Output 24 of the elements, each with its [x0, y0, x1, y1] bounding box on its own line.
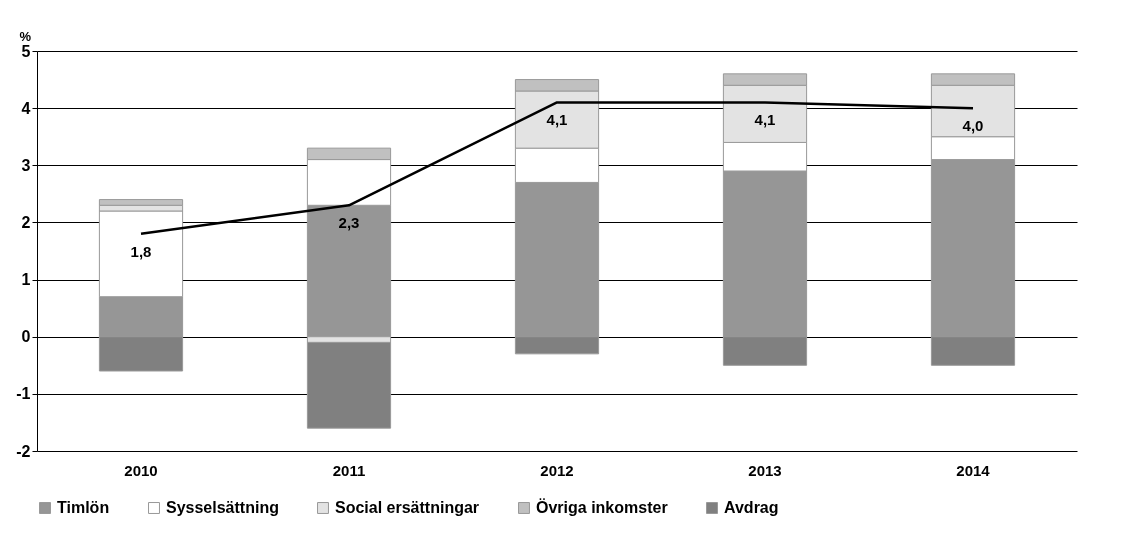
- y-tick-label: 0: [21, 328, 31, 346]
- legend-label: Timlön: [57, 499, 110, 516]
- y-tick-label: 5: [21, 42, 31, 60]
- x-tick-label: 2011: [332, 461, 366, 479]
- legend-label: Sysselsättning: [166, 499, 279, 516]
- y-tick-label: 2: [21, 213, 31, 231]
- y-tick-label: -2: [16, 442, 31, 460]
- data-label: 4,1: [546, 111, 568, 129]
- x-tick-label: 2014: [956, 461, 991, 479]
- x-tick-label: 2013: [748, 461, 782, 479]
- data-label: 2,3: [338, 214, 360, 232]
- y-tick-label: 1: [21, 271, 31, 289]
- x-tick-label: 2010: [124, 461, 158, 479]
- legend-label: Social ersättningar: [335, 499, 480, 516]
- legend-label: Avdrag: [724, 499, 779, 516]
- y-tick-label: -1: [16, 385, 31, 403]
- legend-label: Övriga inkomster: [536, 498, 668, 516]
- y-axis-title: %: [19, 28, 32, 44]
- data-label: 1,8: [130, 242, 152, 260]
- data-label: 4,1: [754, 111, 776, 129]
- y-tick-label: 3: [21, 156, 31, 174]
- data-label: 4,0: [962, 117, 984, 135]
- x-tick-label: 2012: [540, 461, 574, 479]
- y-tick-label: 4: [21, 99, 31, 117]
